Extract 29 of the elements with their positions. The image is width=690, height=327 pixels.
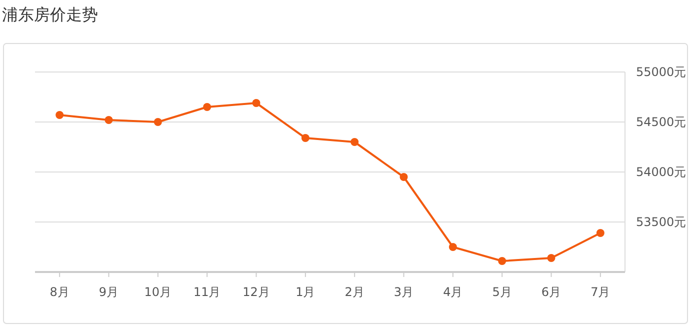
y-tick-label: 54500元 (636, 115, 686, 129)
point (56, 111, 64, 119)
point (547, 254, 556, 262)
chart-title: 浦东房价走势 (2, 5, 98, 24)
point (596, 229, 604, 237)
point (301, 134, 310, 142)
x-tick-label: 7月 (590, 285, 610, 299)
point (448, 243, 457, 251)
x-tick-label: 10月 (144, 285, 172, 299)
x-tick-label: 1月 (296, 285, 316, 299)
x-tick-label: 2月 (344, 285, 364, 299)
x-tick-label: 8月 (50, 285, 70, 299)
point (203, 103, 212, 111)
y-tick-label: 54000元 (636, 165, 686, 179)
point (252, 99, 260, 107)
point (154, 118, 162, 126)
y-tick-label: 53500元 (636, 215, 686, 229)
x-tick-label: 12月 (242, 285, 270, 299)
point (104, 116, 113, 124)
point (400, 173, 408, 181)
x-tick-label: 6月 (541, 285, 562, 299)
x-tick-label: 4月 (443, 285, 463, 299)
x-tick-label: 3月 (394, 285, 414, 299)
x-tick-label: 5月 (492, 285, 512, 299)
x-tick-label: 11月 (193, 285, 221, 299)
x-tick-label: 9月 (98, 285, 119, 299)
point (498, 257, 506, 265)
y-tick-label: 55000元 (636, 65, 686, 79)
point (350, 138, 359, 146)
